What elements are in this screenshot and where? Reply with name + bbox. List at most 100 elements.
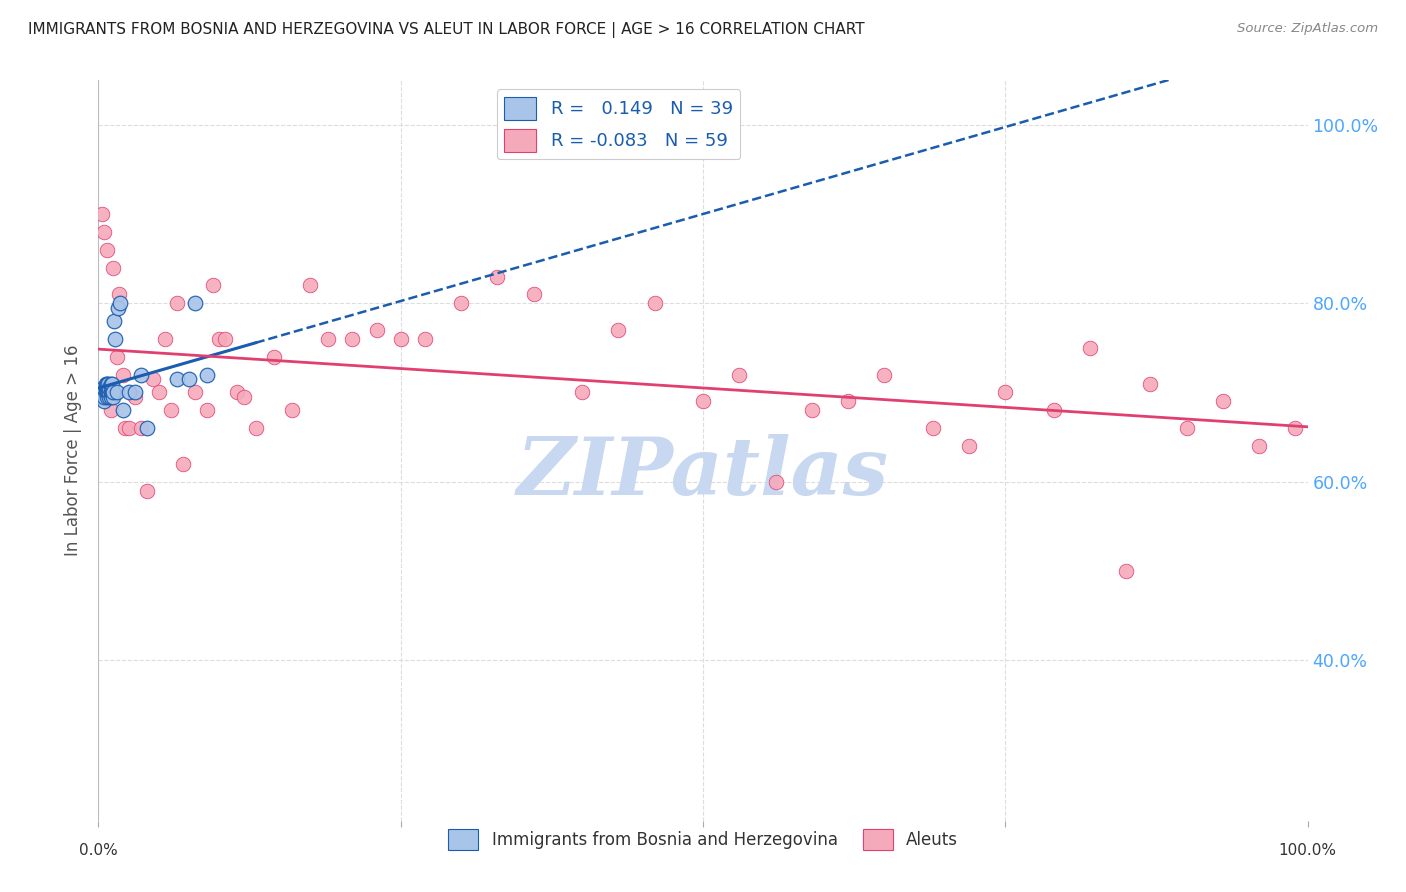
Point [107,301,129,315]
Text: IMMIGRANTS FROM BOSNIA AND HERZEGOVINA VS ALEUT IN LABOR FORCE | AGE > 16 CORREL: IMMIGRANTS FROM BOSNIA AND HERZEGOVINA V… [28,22,865,38]
Point [93,394,115,409]
Point [100,381,122,395]
Point [100,390,122,404]
Point [366,323,388,337]
Point [97,376,120,391]
Point [94,385,117,400]
Point [96,376,118,391]
Point [96,243,118,257]
Point [101,260,124,275]
Point [1115,564,1137,578]
Point [153,332,176,346]
Point [98,385,121,400]
Point [450,296,472,310]
Text: 100.0%: 100.0% [1278,843,1337,858]
Point [195,368,218,382]
Point [93,390,115,404]
Point [179,372,201,386]
Point [91,207,114,221]
Point [342,332,364,346]
Point [91,385,114,400]
Point [118,421,141,435]
Point [873,368,896,382]
Point [166,372,188,386]
Point [957,439,980,453]
Point [202,278,225,293]
Point [263,350,285,364]
Point [98,385,121,400]
Point [97,381,120,395]
Point [103,314,125,328]
Point [105,385,128,400]
Y-axis label: In Labor Force | Age > 16: In Labor Force | Age > 16 [65,344,83,557]
Point [124,385,146,400]
Point [692,394,714,409]
Point [316,332,339,346]
Point [1042,403,1064,417]
Point [118,385,141,400]
Point [94,376,117,391]
Point [91,390,114,404]
Point [100,376,122,391]
Point [129,368,152,382]
Text: Source: ZipAtlas.com: Source: ZipAtlas.com [1237,22,1378,36]
Point [94,381,117,395]
Point [111,403,134,417]
Point [281,403,304,417]
Point [837,394,859,409]
Legend: Immigrants from Bosnia and Herzegovina, Aleuts: Immigrants from Bosnia and Herzegovina, … [441,822,965,856]
Point [571,385,593,400]
Point [1139,376,1161,391]
Point [214,332,236,346]
Point [1284,421,1306,435]
Point [644,296,666,310]
Point [97,385,120,400]
Point [1249,439,1271,453]
Point [98,381,121,395]
Point [208,332,231,346]
Point [486,269,509,284]
Text: ZIPatlas: ZIPatlas [517,434,889,511]
Point [1175,421,1198,435]
Point [135,483,157,498]
Point [91,381,114,395]
Point [245,421,267,435]
Text: 0.0%: 0.0% [79,843,118,858]
Point [226,385,249,400]
Point [108,287,131,301]
Point [389,332,412,346]
Point [96,390,118,404]
Point [108,296,131,310]
Point [96,385,118,400]
Point [800,403,823,417]
Point [195,403,218,417]
Point [105,350,128,364]
Point [135,421,157,435]
Point [101,390,124,404]
Point [124,390,146,404]
Point [101,385,124,400]
Point [100,376,122,391]
Point [1078,341,1101,355]
Point [104,332,127,346]
Point [299,278,322,293]
Point [148,385,170,400]
Point [172,457,194,471]
Point [166,296,188,310]
Point [93,225,115,239]
Point [100,403,122,417]
Point [100,385,122,400]
Point [100,385,122,400]
Point [1212,394,1234,409]
Point [114,421,136,435]
Point [142,372,165,386]
Point [728,368,751,382]
Point [765,475,787,489]
Point [98,390,121,404]
Point [523,287,546,301]
Point [184,296,207,310]
Point [921,421,943,435]
Point [129,421,152,435]
Point [160,403,183,417]
Point [413,332,436,346]
